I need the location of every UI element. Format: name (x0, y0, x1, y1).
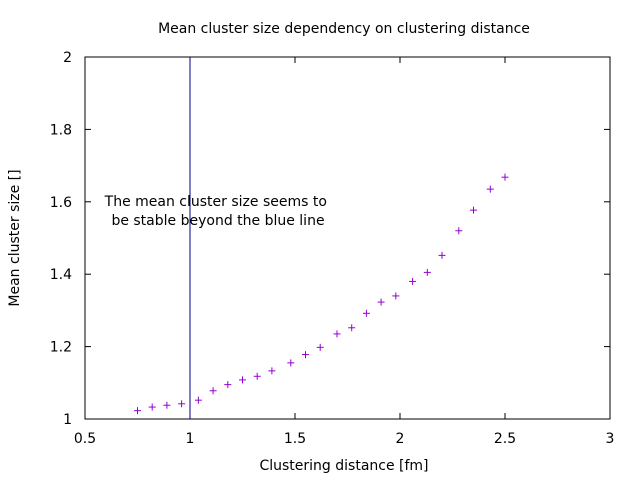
x-tick-label: 3 (606, 431, 615, 447)
data-point (253, 372, 261, 380)
data-point (178, 400, 186, 408)
data-point (362, 309, 370, 317)
x-tick-label: 2 (396, 431, 405, 447)
data-point (239, 376, 246, 384)
annotation-text: The mean cluster size seems to be stable… (104, 194, 332, 229)
data-point (455, 227, 463, 235)
axis-ticks (84, 56, 611, 420)
data-point (316, 343, 324, 351)
data-point (333, 330, 341, 338)
y-tick-label: 1.6 (50, 195, 72, 211)
y-tick-label: 1.4 (50, 267, 72, 283)
chart-title: Mean cluster size dependency on clusteri… (158, 21, 530, 37)
y-axis-label: Mean cluster size [] (7, 169, 23, 306)
data-point (134, 407, 141, 415)
data-point (470, 206, 477, 214)
data-point (287, 359, 295, 367)
data-points (134, 173, 509, 415)
plot-frame (84, 56, 611, 420)
data-point (377, 298, 385, 306)
data-point (392, 292, 400, 300)
y-tick-label: 1.2 (50, 340, 72, 356)
axis-tick-labels: 0.5 1 1.5 2 2.5 311.21.41.61.82 (50, 50, 615, 447)
annotation-line-1: The mean cluster size seems to (104, 194, 327, 210)
y-tick-label: 1.8 (50, 122, 72, 138)
data-point (148, 403, 156, 411)
data-point (163, 401, 171, 409)
data-point (348, 324, 356, 332)
data-point (501, 173, 509, 181)
data-point (224, 381, 232, 389)
y-tick-label: 1 (63, 412, 72, 428)
data-point (423, 268, 431, 276)
y-tick-label: 2 (63, 50, 72, 66)
x-tick-label: 1.5 (284, 431, 306, 447)
data-point (438, 251, 446, 259)
x-tick-label: 0.5 (74, 431, 96, 447)
x-tick-label: 1 (186, 431, 195, 447)
data-point (209, 387, 217, 395)
x-axis-label: Clustering distance [fm] (259, 458, 428, 474)
data-point (409, 277, 417, 285)
data-point (194, 396, 202, 404)
data-point (268, 367, 276, 375)
data-point (302, 351, 309, 359)
x-tick-label: 2.5 (494, 431, 516, 447)
data-point (486, 185, 494, 193)
annotation-line-2: be stable beyond the blue line (111, 213, 324, 229)
